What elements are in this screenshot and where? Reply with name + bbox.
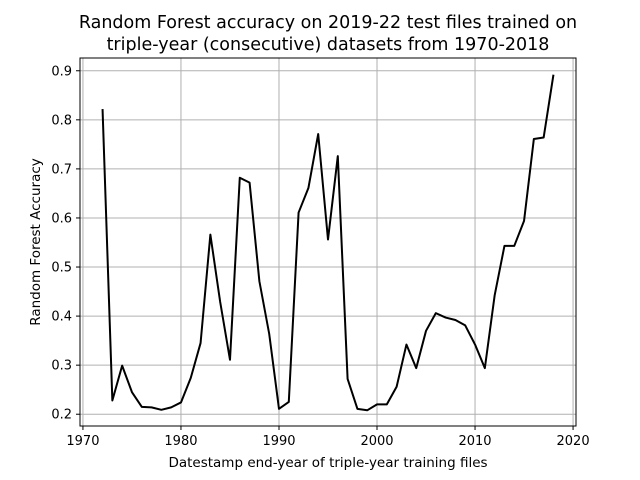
x-tick-label: 1990 [262, 434, 295, 449]
y-tick-label: 0.8 [51, 113, 72, 128]
y-tick-label: 0.3 [51, 359, 72, 374]
y-tick-label: 0.7 [51, 162, 72, 177]
y-tick-label: 0.4 [51, 310, 72, 325]
x-tick-label: 1970 [66, 434, 99, 449]
y-tick-label: 0.6 [51, 211, 72, 226]
accuracy-line [101, 74, 555, 412]
plot-frame [79, 57, 577, 427]
y-axis: 0.2 0.3 0.4 0.5 0.6 0.7 0.8 0.9 [51, 64, 80, 423]
chart-title-line-1: Random Forest accuracy on 2019-22 test f… [79, 13, 577, 33]
y-tick-label: 0.9 [51, 64, 72, 79]
x-tick-label: 2010 [458, 434, 491, 449]
y-tick-label: 0.5 [51, 261, 72, 276]
x-axis-label: Datestamp end-year of triple-year traini… [168, 455, 487, 471]
series-layer [101, 74, 555, 412]
grid-lines [80, 58, 576, 426]
x-tick-label: 2020 [557, 434, 590, 449]
x-axis: 1970 1980 1990 2000 2010 2020 [66, 426, 590, 449]
y-tick-label: 0.2 [51, 408, 72, 423]
y-axis-label: Random Forest Accuracy [28, 158, 44, 326]
x-tick-label: 2000 [360, 434, 393, 449]
x-tick-label: 1980 [164, 434, 197, 449]
chart-title-line-2: triple-year (consecutive) datasets from … [107, 35, 550, 55]
